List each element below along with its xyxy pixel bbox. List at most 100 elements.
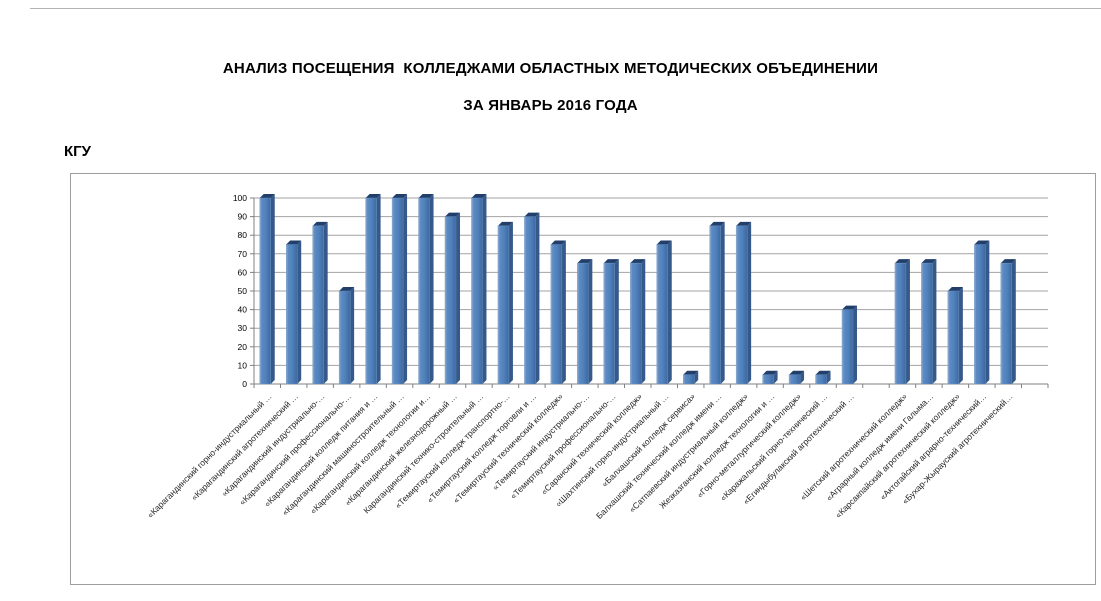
- bar-side: [456, 212, 460, 384]
- bar-side: [376, 194, 381, 384]
- bar-top: [365, 194, 381, 198]
- bar-top: [921, 259, 937, 264]
- bar-side: [853, 305, 857, 384]
- bar-top: [259, 194, 275, 198]
- bar: [788, 374, 801, 385]
- x-axis-label: «Темиртауский индустриально-…: [490, 391, 591, 492]
- bar: [656, 244, 668, 385]
- bar: [921, 262, 933, 385]
- y-axis-label: 0: [242, 379, 247, 389]
- bar: [259, 197, 271, 385]
- bar-top: [842, 305, 857, 310]
- bar-side: [482, 194, 487, 384]
- bar-top: [683, 370, 699, 375]
- bar-side: [932, 259, 937, 384]
- x-axis-label: «Карагандинский машиностроительный …: [280, 391, 406, 517]
- bar: [365, 197, 377, 385]
- bar: [947, 290, 960, 385]
- bar-side: [905, 259, 910, 384]
- y-axis-label: 100: [233, 193, 247, 203]
- bar-top: [709, 221, 725, 226]
- bar: [815, 374, 827, 385]
- bar: [391, 197, 404, 385]
- bar-top: [392, 194, 408, 198]
- bar: [762, 374, 774, 385]
- bar-side: [985, 240, 990, 384]
- bar-side: [694, 370, 699, 384]
- y-axis-label: 40: [238, 305, 248, 315]
- bar: [550, 244, 563, 385]
- bar: [418, 197, 430, 385]
- bar-side: [667, 240, 672, 384]
- org-label: КГУ: [64, 143, 91, 160]
- bar-side: [1011, 259, 1016, 384]
- y-axis-label: 60: [238, 267, 248, 277]
- bar: [709, 225, 721, 385]
- bar-top: [789, 370, 805, 375]
- bar: [974, 244, 986, 385]
- bar-side: [561, 240, 566, 384]
- page-title-line2: ЗА ЯНВАРЬ 2016 ГОДА: [463, 97, 638, 114]
- bar-top: [286, 240, 302, 245]
- bar-side: [535, 212, 540, 384]
- bar-side: [270, 194, 275, 384]
- bar-side: [720, 221, 725, 384]
- bar-top: [1000, 259, 1016, 264]
- bar-side: [800, 370, 805, 384]
- y-axis-label: 30: [238, 323, 248, 333]
- bar-side: [614, 259, 619, 384]
- bar: [1000, 262, 1012, 385]
- bar-top: [471, 194, 487, 198]
- bar: [312, 225, 324, 385]
- bar-side: [323, 221, 328, 384]
- top-rule: [30, 8, 1101, 9]
- bar-top: [947, 287, 963, 291]
- y-axis-label: 70: [238, 249, 248, 259]
- bar: [577, 262, 589, 385]
- bar-side: [429, 194, 434, 384]
- bar-top: [603, 259, 619, 264]
- bar-top: [445, 212, 460, 217]
- bar-top: [736, 221, 752, 226]
- bar-side: [350, 287, 355, 384]
- bar-side: [641, 259, 646, 384]
- bar-top: [550, 240, 566, 245]
- bar: [444, 216, 457, 385]
- bar-side: [508, 221, 513, 384]
- y-axis-label: 10: [238, 360, 248, 370]
- bar-top: [524, 212, 540, 217]
- page-title-line1: АНАЛИЗ ПОСЕЩЕНИЯ КОЛЛЕДЖАМИ ОБЛАСТНЫХ МЕ…: [222, 60, 879, 77]
- bar-top: [312, 221, 328, 226]
- bar: [285, 244, 298, 385]
- bar-top: [815, 370, 831, 375]
- bar-top: [577, 259, 593, 264]
- bar-top: [630, 259, 646, 264]
- bar-side: [747, 221, 752, 384]
- y-axis-label: 90: [238, 212, 248, 222]
- bar: [497, 225, 510, 385]
- bar-top: [497, 221, 513, 226]
- bar: [683, 374, 695, 385]
- bar-top: [974, 240, 990, 245]
- bar-side: [588, 259, 593, 384]
- bar-side: [826, 370, 831, 384]
- bar-side: [297, 240, 302, 384]
- y-axis-label: 80: [238, 230, 248, 240]
- bar: [735, 225, 748, 385]
- bar: [841, 309, 854, 385]
- bar: [471, 197, 483, 385]
- bar-top: [894, 259, 910, 264]
- y-axis-label: 20: [238, 342, 248, 352]
- bar: [630, 262, 642, 385]
- bar-top: [339, 287, 355, 291]
- bar-side: [958, 287, 963, 384]
- bar-top: [762, 370, 778, 375]
- bar-side: [403, 194, 408, 384]
- y-axis-label: 50: [238, 286, 248, 296]
- chart-frame: 0 10 20 30 40 50 60 70 80 90 100 «Карагандинский го…: [70, 173, 1096, 585]
- bar: [603, 262, 615, 385]
- bar: [524, 216, 536, 385]
- bar: [338, 290, 351, 385]
- bar-side: [773, 370, 778, 384]
